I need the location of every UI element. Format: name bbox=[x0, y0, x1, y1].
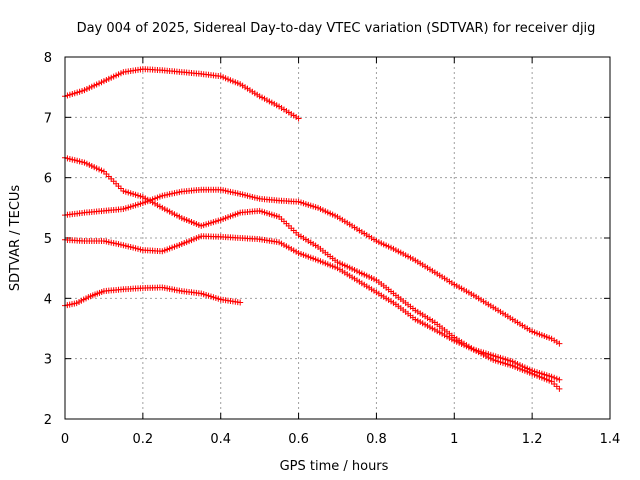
data-point-track-4 bbox=[556, 385, 563, 392]
data-point-track-3 bbox=[556, 340, 563, 347]
data-point-track-2 bbox=[556, 376, 563, 383]
x-tick-label: 1.4 bbox=[600, 432, 621, 447]
marker-layer bbox=[62, 66, 563, 392]
tick-layer: 0 0.2 0.4 0.6 0.8 1 1.2 1.4 2 3 4 5 6 7 8 bbox=[44, 51, 621, 447]
y-tick-label: 7 bbox=[44, 111, 52, 126]
data-point-track-5 bbox=[237, 299, 244, 306]
data-point-track-2 bbox=[553, 375, 560, 382]
x-tick-label: 0 bbox=[61, 432, 69, 447]
y-tick-label: 5 bbox=[44, 232, 52, 247]
y-tick-label: 3 bbox=[44, 353, 52, 368]
x-tick-label: 0.4 bbox=[210, 432, 231, 447]
x-tick-label: 1 bbox=[450, 432, 458, 447]
data-point-track-1 bbox=[295, 115, 302, 122]
grid-layer bbox=[65, 57, 610, 419]
x-axis-label: GPS time / hours bbox=[280, 459, 389, 474]
x-tick-label: 0.6 bbox=[288, 432, 309, 447]
series-track-3 bbox=[62, 186, 563, 347]
y-tick-label: 2 bbox=[44, 413, 52, 428]
x-tick-label: 0.2 bbox=[133, 432, 154, 447]
data-point-track-2 bbox=[551, 374, 558, 381]
y-axis-label: SDTVAR / TECUs bbox=[8, 185, 23, 292]
series-track-5 bbox=[62, 284, 244, 309]
x-tick-label: 0.8 bbox=[366, 432, 387, 447]
y-tick-label: 8 bbox=[44, 51, 52, 66]
series-track-2 bbox=[62, 154, 563, 383]
chart-title: Day 004 of 2025, Sidereal Day-to-day VTE… bbox=[77, 21, 596, 36]
series-track-1 bbox=[62, 66, 302, 122]
y-tick-label: 4 bbox=[44, 292, 52, 307]
x-tick-label: 1.2 bbox=[522, 432, 543, 447]
y-tick-label: 6 bbox=[44, 172, 52, 187]
series-track-4 bbox=[62, 233, 563, 392]
plot-frame bbox=[64, 56, 611, 420]
